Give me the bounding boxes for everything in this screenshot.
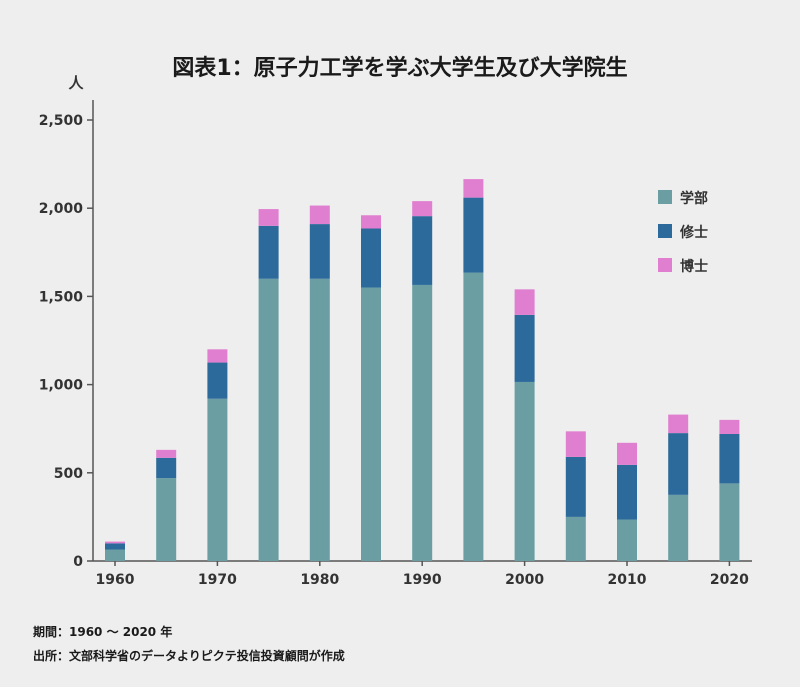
y-tick-label: 500: [54, 466, 83, 482]
legend-swatch: [658, 224, 672, 238]
legend-swatch: [658, 258, 672, 272]
x-tick-label: 2000: [505, 572, 544, 588]
x-tick-label: 2010: [608, 572, 647, 588]
bar-segment-1: [207, 398, 228, 561]
bar-segment-2: [719, 433, 740, 484]
bar-segment-2: [565, 456, 586, 517]
bar-segment-2: [258, 225, 279, 279]
bar-segment-1: [668, 494, 689, 561]
x-tick-label: 1980: [300, 572, 339, 588]
x-tick-label: 1960: [96, 572, 135, 588]
bar-segment-3: [668, 414, 689, 434]
y-tick-label: 1,500: [39, 289, 84, 305]
bar-segment-3: [156, 449, 177, 458]
chart-title: 図表1：原子力工学を学ぶ大学生及び大学院生: [172, 56, 628, 81]
bar-segment-1: [463, 272, 484, 561]
y-tick-label: 2,000: [39, 201, 84, 217]
bar-segment-3: [617, 442, 637, 465]
legend-label: 博士: [680, 258, 708, 275]
bar-segment-2: [412, 216, 433, 285]
y-tick-label: 0: [73, 554, 83, 570]
bar-segment-1: [617, 519, 637, 561]
x-tick-label: 1970: [198, 572, 237, 588]
bar-segment-1: [258, 278, 279, 561]
bar-segment-3: [207, 349, 228, 363]
legend-label: 学部: [680, 190, 708, 207]
bar-segment-3: [463, 179, 484, 198]
bar-segment-3: [361, 215, 381, 229]
bar-segment-1: [156, 478, 177, 561]
legend-swatch: [658, 190, 672, 204]
bar-segment-1: [565, 516, 586, 561]
y-axis: 0 500 1,000 1,500 2,000 2,500: [39, 100, 94, 570]
bar-segment-3: [105, 541, 125, 544]
bar-segment-2: [105, 543, 125, 550]
bar-segment-2: [361, 228, 381, 288]
bar-segment-1: [309, 278, 330, 561]
bar-segment-2: [617, 464, 637, 520]
period-note: 期間：1960 ～ 2020 年: [33, 625, 173, 639]
bar-segment-2: [514, 314, 535, 382]
x-tick-label: 2020: [710, 572, 749, 588]
bar-segment-2: [207, 362, 228, 399]
bar-segment-3: [565, 431, 586, 457]
legend-label: 修士: [679, 224, 708, 241]
bar-segment-2: [668, 433, 689, 495]
bar-segment-2: [463, 197, 484, 273]
bar-segment-3: [514, 289, 535, 315]
y-axis-unit-label: 人: [68, 74, 84, 92]
bar-segment-1: [514, 381, 535, 561]
bar-segment-1: [412, 284, 433, 561]
bar-segment-3: [719, 419, 740, 434]
bar-segment-3: [309, 205, 330, 225]
bar-segment-1: [361, 287, 381, 561]
x-axis: 1960 1970 1980 1990 2000 2010 2020: [93, 560, 752, 588]
y-tick-label: 2,500: [39, 113, 84, 129]
bars: [105, 179, 740, 561]
bar-segment-2: [156, 457, 177, 479]
bar-segment-3: [412, 201, 433, 217]
source-note: 出所：文部科学省のデータよりピクテ投信投資顧問が作成: [33, 649, 345, 663]
y-tick-label: 1,000: [39, 378, 84, 394]
bar-segment-1: [719, 483, 740, 561]
bar-segment-3: [258, 209, 279, 226]
bar-segment-2: [309, 224, 330, 279]
x-tick-label: 1990: [403, 572, 442, 588]
bar-segment-1: [105, 549, 125, 561]
